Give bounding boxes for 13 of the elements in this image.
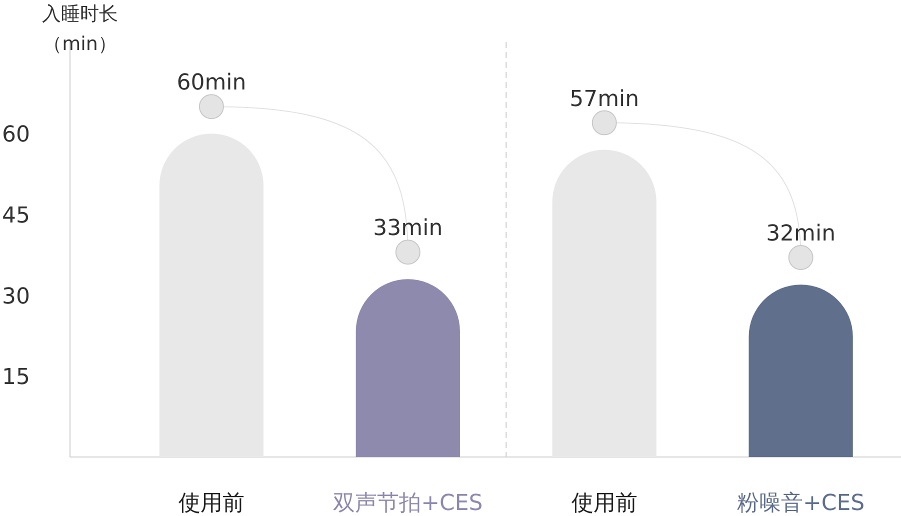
- data-label: 33min: [373, 216, 443, 242]
- data-label: 32min: [766, 222, 836, 247]
- data-label: 60min: [176, 70, 246, 96]
- x-tick-label: 使用前: [178, 491, 244, 516]
- y-tick-label: 30: [2, 284, 30, 310]
- x-tick-label: 使用前: [571, 491, 638, 516]
- y-tick-label: 45: [2, 203, 30, 228]
- y-tick-label: 15: [2, 365, 30, 390]
- y-axis-title: 入睡时长（min）: [42, 3, 118, 55]
- x-tick-label: 粉噪音+CES: [736, 491, 865, 516]
- x-tick-label: 双声节拍+CES: [333, 491, 483, 516]
- data-label: 57min: [570, 86, 640, 112]
- y-tick-label: 60: [2, 122, 30, 148]
